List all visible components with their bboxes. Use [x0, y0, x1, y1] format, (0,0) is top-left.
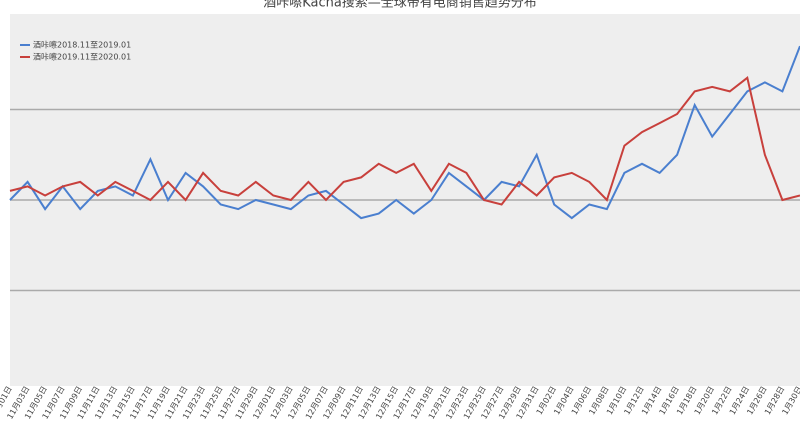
series-line [9, 76, 800, 206]
legend-label: 酒咔嚓2018.11至2019.01 [33, 40, 131, 50]
series-line [9, 45, 800, 220]
legend-label: 酒咔嚓2019.11至2020.01 [33, 52, 131, 62]
chart-title: 酒咔嚓Kacha搜索—全球带有电商销售趋势分布 [263, 0, 537, 11]
